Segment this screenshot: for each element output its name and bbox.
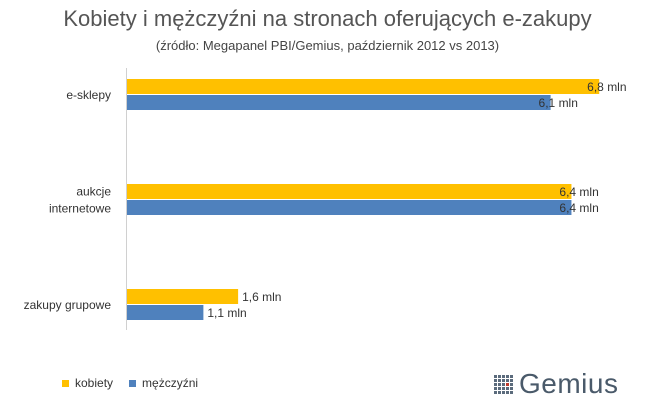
legend-swatch-mezczyzni: [129, 379, 137, 387]
bar-chart: e-sklepy 6,8 mln 6,1 mln aukcje internetowe 6…: [24, 68, 627, 330]
data-label: 6,8 mln: [587, 80, 626, 94]
bar-kobiety-2: [127, 289, 239, 304]
legend-item-kobiety: kobiety: [62, 376, 113, 390]
gemius-logo: Gemius: [494, 368, 618, 400]
chart-title: Kobiety i mężczyźni na stronach oferując…: [63, 6, 592, 31]
bar-kobiety-0: [127, 79, 600, 94]
bar-mczyni-0: [127, 95, 551, 110]
legend-item-mezczyzni: mężczyźni: [129, 376, 198, 390]
gemius-logo-text: Gemius: [519, 368, 619, 399]
gemius-grid-logo-icon: [494, 374, 513, 394]
data-label: 1,1 mln: [207, 306, 246, 320]
bar-kobiety-1: [127, 184, 572, 199]
bar-mczyni-1: [127, 200, 572, 215]
legend-label-kobiety: kobiety: [75, 376, 114, 390]
category-label: zakupy grupowe: [24, 298, 112, 312]
category-label: e-sklepy: [66, 88, 111, 102]
legend-swatch-kobiety: [62, 379, 69, 387]
legend: kobiety mężczyźni: [62, 376, 214, 390]
chart-subtitle: (źródło: Megapanel PBI/Gemius, październ…: [155, 38, 500, 53]
legend-label-mezczyzni: mężczyźni: [142, 376, 199, 390]
data-label: 6,4 mln: [559, 185, 598, 199]
category-label: internetowe: [49, 202, 111, 216]
data-label: 6,1 mln: [539, 96, 578, 110]
data-label: 1,6 mln: [242, 290, 281, 304]
bar-mczyni-2: [127, 305, 204, 320]
data-label: 6,4 mln: [559, 201, 598, 215]
category-label: aukcje: [76, 185, 111, 199]
